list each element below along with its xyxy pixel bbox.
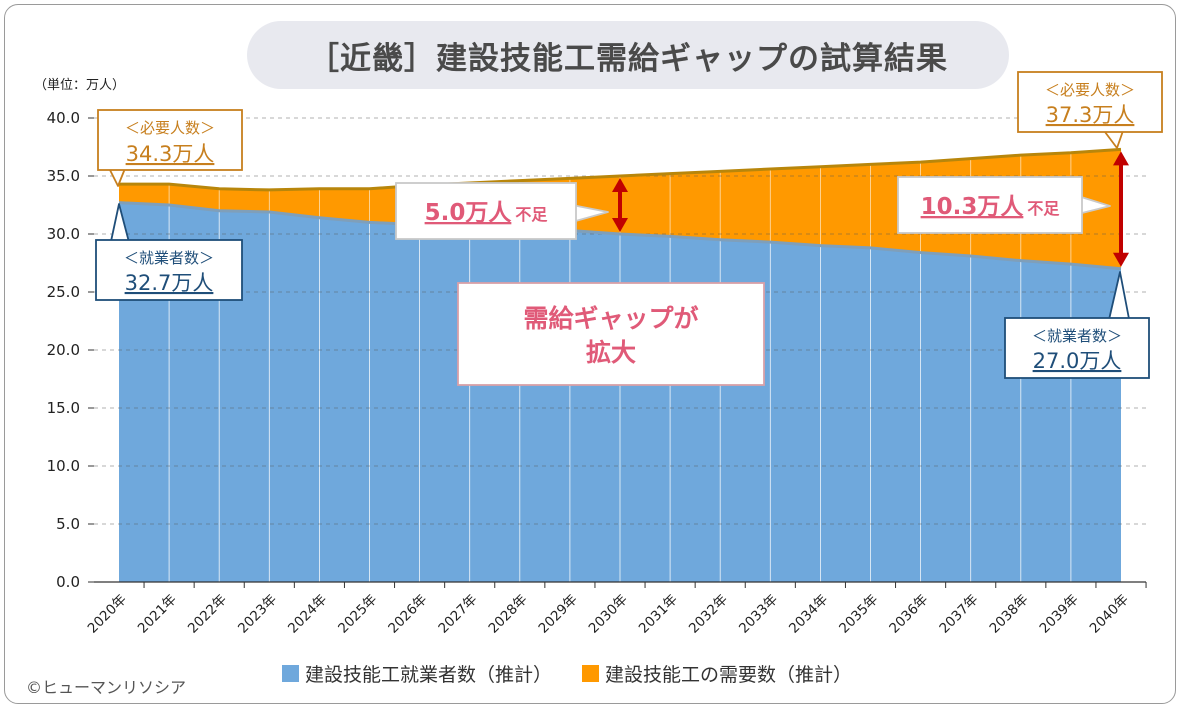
- x-tick-label: 2031年: [636, 592, 681, 637]
- x-tick-label: 2021年: [135, 592, 180, 637]
- x-tick-label: 2033年: [736, 592, 781, 637]
- workers-line: [118, 201, 1122, 271]
- center-message-box: [457, 282, 765, 386]
- callout-demand-2020-label: ＜必要人数＞: [125, 119, 215, 137]
- gap-arrow-2030-head-bottom: [612, 218, 628, 232]
- x-tick-label: 2029年: [536, 592, 581, 637]
- x-tick-label: 2028年: [485, 592, 530, 637]
- callout-tail-mask: [108, 241, 132, 247]
- legend-swatch-demand: [582, 665, 600, 682]
- callout-workers-2040: [1004, 317, 1150, 379]
- chart-title: ［近畿］建設技能工需給ギャップの試算結果: [308, 40, 948, 77]
- callout-workers-2020-label: ＜就業者数＞: [124, 249, 214, 267]
- x-tick-label: 2034年: [786, 592, 831, 637]
- x-tick-label: 2027年: [435, 592, 480, 637]
- gap-arrow-2040-head-bottom: [1113, 252, 1129, 267]
- x-tick-label: 2025年: [335, 592, 380, 637]
- legend-item-workers: 建設技能工就業者数（推計）: [282, 660, 552, 687]
- x-tick-label: 2026年: [385, 592, 430, 637]
- gap-callout-2040-value: 10.3万人: [921, 194, 1025, 220]
- center-message-line2: 拡大: [586, 338, 636, 367]
- y-tick-label: 35.0: [47, 167, 80, 185]
- x-tick-label: 2035年: [836, 592, 881, 637]
- x-tick-label: 2032年: [686, 592, 731, 637]
- gap-callout-2030-value: 5.0万人: [425, 200, 513, 226]
- y-tick-label: 20.0: [47, 341, 80, 359]
- copyright: ©ヒューマンリソシア: [26, 678, 187, 697]
- callout-workers-2020-value: 32.7万人: [125, 271, 214, 295]
- callout-demand-2020: [97, 109, 243, 171]
- legend-label-demand: 建設技能工の需要数（推計）: [605, 664, 853, 686]
- legend-swatch-workers: [282, 665, 299, 682]
- callout-workers-2040-label: ＜就業者数＞: [1032, 327, 1122, 345]
- legend: 建設技能工就業者数（推計） 建設技能工の需要数（推計）: [282, 660, 852, 687]
- callout-demand-2040-label: ＜必要人数＞: [1045, 81, 1135, 99]
- x-tick-label: 2030年: [586, 592, 631, 637]
- y-tick-label: 5.0: [56, 515, 80, 533]
- y-tick-label: 0.0: [56, 573, 80, 591]
- y-tick-label: 15.0: [47, 399, 80, 417]
- y-tick-label: 40.0: [47, 109, 80, 127]
- callout-tail-mask: [107, 163, 129, 169]
- unit-label: （単位：万人）: [34, 78, 126, 93]
- x-tick-label: 2020年: [85, 592, 130, 637]
- x-tick-label: 2022年: [185, 592, 230, 637]
- legend-item-demand: 建設技能工の需要数（推計）: [582, 660, 852, 687]
- y-tick-label: 30.0: [47, 225, 80, 243]
- gap-callout-2030-text: 5.0万人 不足: [425, 200, 549, 226]
- callout-demand-2040: [1017, 71, 1163, 133]
- callout-workers-2040-value: 27.0万人: [1033, 349, 1122, 373]
- x-tick-label: 2023年: [235, 592, 280, 637]
- legend-label-workers: 建設技能工就業者数（推計）: [305, 664, 553, 686]
- gap-callout-2040-text: 10.3万人 不足: [921, 194, 1061, 220]
- gap-callout-2030: [395, 182, 577, 240]
- x-tick-label: 2024年: [285, 592, 330, 637]
- x-tick-label: 2036年: [886, 592, 931, 637]
- callout-tail-mask: [1106, 319, 1132, 325]
- y-tick-label: 10.0: [47, 457, 80, 475]
- gap-callout-2040-suffix: 不足: [1027, 199, 1060, 218]
- gap-arrow-2040-head-top: [1113, 151, 1129, 166]
- x-tick-label: 2038年: [986, 592, 1031, 637]
- callout-tail-mask: [1101, 125, 1126, 131]
- x-tick-label: 2037年: [936, 592, 981, 637]
- demand-line: [119, 147, 1122, 192]
- callout-workers-2020: [95, 239, 243, 301]
- gap-callout-2040: [897, 176, 1083, 234]
- callout-demand-2040-value: 37.3万人: [1046, 103, 1135, 127]
- gap-arrow-2030-head-top: [612, 178, 628, 192]
- callout-demand-2020-value: 34.3万人: [126, 142, 215, 166]
- x-tick-label: 2040年: [1087, 592, 1132, 637]
- x-tick-label: 2039年: [1037, 592, 1082, 637]
- y-tick-label: 25.0: [47, 283, 80, 301]
- gap-callout-2030-suffix: 不足: [515, 205, 548, 224]
- center-message-line1: 需給ギャップが: [523, 304, 698, 333]
- title-banner: ［近畿］建設技能工需給ギャップの試算結果: [247, 21, 1009, 89]
